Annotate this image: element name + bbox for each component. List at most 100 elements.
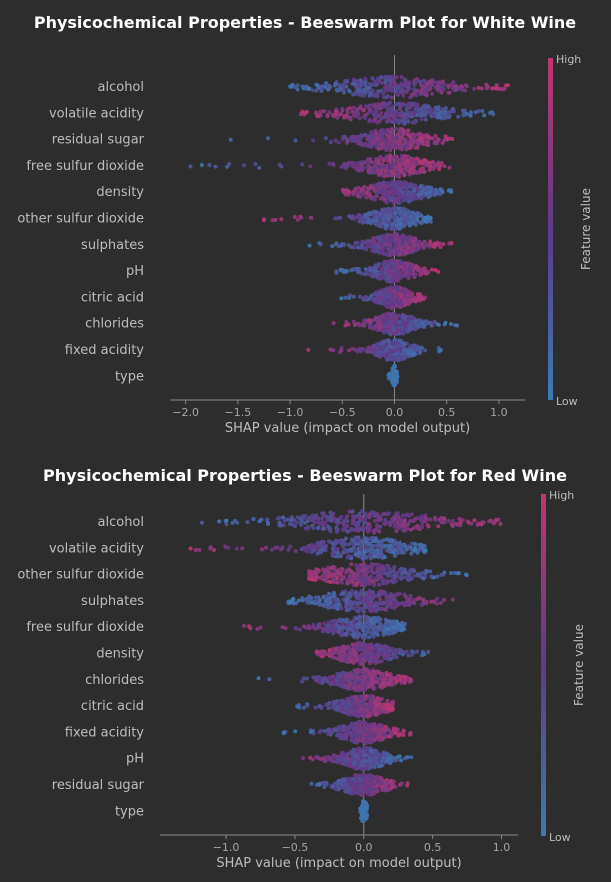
swarm-point [385, 180, 390, 185]
swarm-point [353, 90, 358, 95]
swarm-point [305, 549, 310, 554]
swarm-point [368, 524, 373, 529]
swarm-point [377, 571, 382, 576]
swarm-point [388, 348, 393, 353]
swarm-point [374, 268, 379, 273]
swarm-point [418, 137, 423, 142]
swarm-point [376, 147, 381, 152]
swarm-point [390, 297, 395, 302]
swarm-point [369, 562, 374, 567]
swarm-point [293, 549, 298, 554]
swarm-point [402, 329, 407, 334]
swarm-point [362, 549, 367, 554]
swarm-point [407, 170, 412, 175]
swarm-point [345, 578, 350, 583]
swarm-point [357, 88, 362, 93]
swarm-point [385, 127, 390, 132]
swarm-point [409, 547, 414, 552]
swarm-point [397, 357, 402, 362]
swarm-point [335, 570, 340, 575]
swarm-point [414, 248, 419, 253]
swarm-point [362, 87, 367, 92]
swarm-point [392, 565, 397, 570]
swarm-point [300, 547, 305, 552]
swarm-point [390, 109, 395, 114]
swarm-point [342, 575, 347, 580]
swarm-point [329, 512, 334, 517]
swarm-point [395, 156, 400, 161]
swarm-point [395, 186, 400, 191]
swarm-point [400, 118, 405, 123]
swarm-point [376, 320, 381, 325]
x-axis-label: SHAP value (impact on model output) [216, 856, 461, 871]
swarm-point [370, 244, 375, 249]
swarm-point [414, 156, 419, 161]
swarm-point [315, 551, 320, 556]
swarm-point [412, 87, 417, 92]
swarm-point [353, 322, 358, 327]
swarm-point [393, 190, 398, 195]
x-tick-label: −0.5 [282, 841, 309, 854]
swarm-point [420, 570, 425, 575]
swarm-point [318, 242, 323, 247]
swarm-point [380, 553, 385, 558]
swarm-point [451, 80, 456, 85]
swarm-alcohol [199, 509, 503, 535]
swarm-point [476, 85, 481, 90]
swarm-point [428, 110, 433, 115]
swarm-point [423, 548, 428, 553]
swarm-point [446, 90, 451, 95]
swarm-point [349, 135, 354, 140]
swarm-point [392, 240, 397, 245]
swarm-point [225, 164, 230, 169]
swarm-point [370, 170, 375, 175]
swarm-point [323, 136, 328, 141]
swarm-point [479, 86, 484, 91]
swarm-point [392, 89, 397, 94]
swarm-point [369, 196, 374, 201]
swarm-point [443, 134, 448, 139]
swarm-point [376, 553, 381, 558]
swarm-point [321, 520, 326, 525]
swarm-point [351, 192, 356, 197]
swarm-point [408, 597, 413, 602]
swarm-point [401, 354, 406, 359]
swarm-point [339, 296, 344, 301]
swarm-point [426, 104, 431, 109]
swarm-point [418, 184, 423, 189]
swarm-point [421, 104, 426, 109]
swarm-point [387, 248, 392, 253]
swarm-point [361, 192, 366, 197]
swarm-point [382, 287, 387, 292]
swarm-point [493, 519, 498, 524]
swarm-point [199, 162, 204, 167]
swarm-point [395, 112, 400, 117]
swarm-point [481, 520, 486, 525]
swarm-point [438, 163, 443, 168]
swarm-point [339, 86, 344, 91]
swarm-point [441, 516, 446, 521]
swarm-point [405, 575, 410, 580]
swarm-point [319, 550, 324, 555]
swarm-point [347, 106, 352, 111]
swarm-point [362, 107, 367, 112]
swarm-point [333, 81, 338, 86]
swarm-point [344, 268, 349, 273]
swarm-point [344, 189, 349, 194]
swarm-point [377, 119, 382, 124]
swarm-point [408, 519, 413, 524]
swarm-point [333, 138, 338, 143]
swarm-point [418, 350, 423, 355]
swarm-point [376, 244, 381, 249]
swarm-point [417, 244, 422, 249]
swarm-point [501, 87, 506, 92]
x-tick-label: −1.0 [213, 841, 240, 854]
feature-label: volatile acidity [49, 541, 144, 556]
swarm-point [379, 275, 384, 280]
swarm-point [421, 517, 426, 522]
swarm-point [361, 562, 366, 567]
swarm-point [257, 165, 262, 170]
swarm-point [374, 562, 379, 567]
swarm-point [318, 112, 323, 117]
swarm-point [383, 77, 388, 82]
